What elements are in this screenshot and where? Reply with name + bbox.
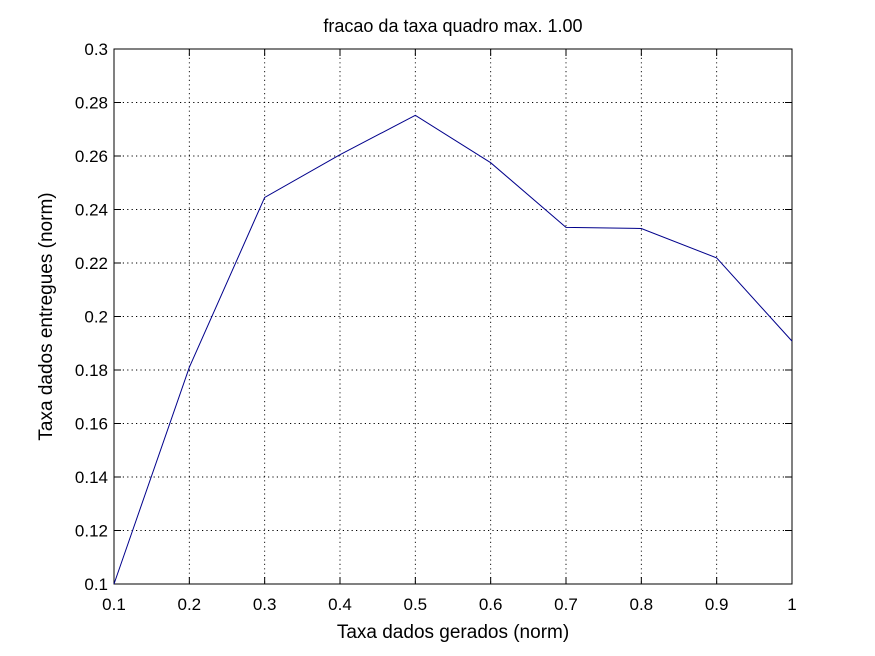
y-tick-label: 0.28 — [75, 94, 108, 113]
x-axis-title: Taxa dados gerados (norm) — [337, 622, 569, 643]
x-tick-label: 0.5 — [404, 595, 428, 614]
y-tick-label: 0.14 — [75, 468, 108, 487]
chart-title: fracao da taxa quadro max. 1.00 — [323, 16, 582, 36]
x-tick-label: 0.2 — [178, 595, 202, 614]
y-tick-label: 0.12 — [75, 522, 108, 541]
y-axis-title: Taxa dados entregues (norm) — [36, 192, 57, 440]
y-tick-label: 0.26 — [75, 147, 108, 166]
y-tick-label: 0.22 — [75, 254, 108, 273]
x-tick-label: 1 — [787, 595, 796, 614]
y-tick-label: 0.24 — [75, 201, 108, 220]
x-tick-label: 0.8 — [630, 595, 654, 614]
x-tick-label: 0.6 — [479, 595, 503, 614]
x-tick-label: 0.1 — [102, 595, 126, 614]
y-tick-label: 0.18 — [75, 361, 108, 380]
y-tick-label: 0.1 — [84, 575, 108, 594]
tick-labels: 0.1 0.2 0.3 0.4 0.5 0.6 0.7 0.8 0.9 1 0.1 0.12 0.14 0… — [75, 40, 797, 614]
grid — [114, 49, 792, 584]
x-tick-label: 0.3 — [253, 595, 277, 614]
y-tick-label: 0.2 — [84, 308, 108, 327]
series-group — [113, 114, 793, 585]
axis-ticks — [113, 48, 793, 585]
y-tick-label: 0.3 — [84, 40, 108, 59]
x-tick-label: 0.9 — [705, 595, 729, 614]
x-tick-label: 0.7 — [554, 595, 578, 614]
y-tick-label: 0.16 — [75, 415, 108, 434]
x-tick-label: 0.4 — [328, 595, 352, 614]
series-line — [113, 114, 793, 585]
